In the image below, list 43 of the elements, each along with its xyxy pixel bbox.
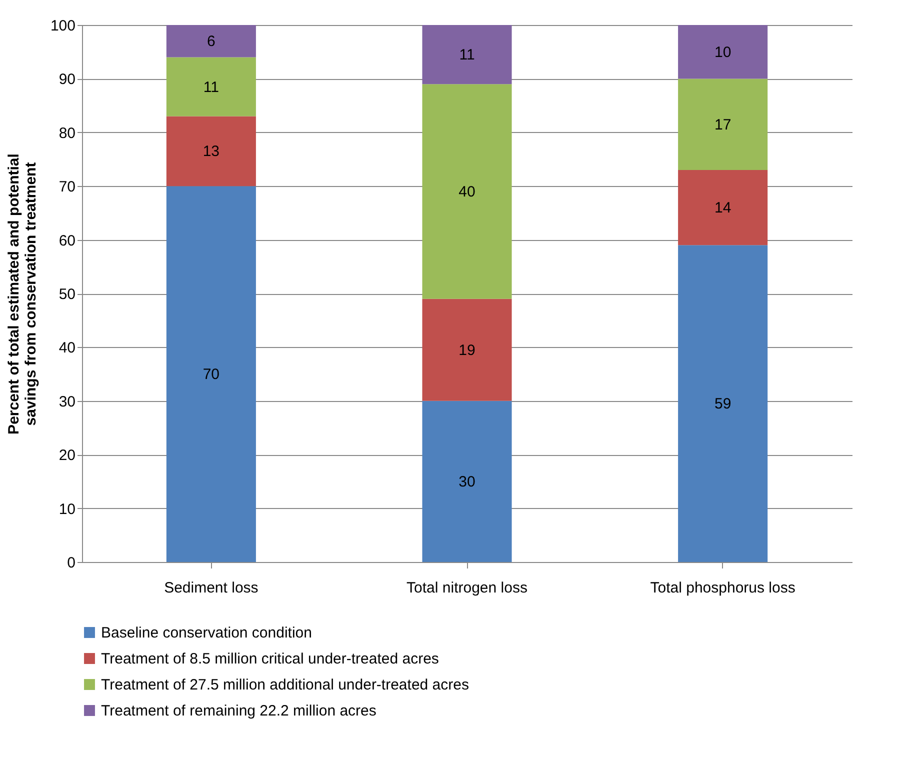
legend-label: Treatment of remaining 22.2 million acres bbox=[101, 702, 376, 720]
data-label: 17 bbox=[714, 116, 732, 134]
y-tick-label: 60 bbox=[58, 232, 76, 250]
y-axis-title: Percent of total estimated and potential savings from conservation treatment bbox=[5, 154, 40, 434]
bar bbox=[422, 84, 512, 299]
data-label: 6 bbox=[207, 33, 216, 50]
data-label: 11 bbox=[459, 46, 475, 64]
y-tick-label: 0 bbox=[67, 554, 76, 572]
y-tick-label: 10 bbox=[58, 500, 76, 518]
y-tick-label: 50 bbox=[58, 286, 76, 303]
y-tick-label: 20 bbox=[58, 447, 76, 464]
data-label: 13 bbox=[202, 143, 220, 160]
bar bbox=[166, 25, 256, 58]
data-label: 70 bbox=[202, 366, 220, 384]
bar bbox=[678, 78, 768, 170]
data-label: 10 bbox=[714, 44, 732, 61]
y-tick-label: 70 bbox=[58, 178, 76, 196]
bar bbox=[422, 25, 512, 84]
x-tick-label: Total nitrogen loss bbox=[406, 580, 528, 596]
x-tick-label: Sediment loss bbox=[164, 580, 258, 596]
bar bbox=[166, 186, 256, 562]
y-tick-label: 100 bbox=[50, 18, 76, 34]
data-label: 40 bbox=[458, 183, 476, 200]
data-label: 19 bbox=[458, 342, 476, 359]
legend-label: Treatment of 27.5 million additional under-treated acres bbox=[101, 676, 469, 694]
x-tick-label: Total phosphorus loss bbox=[650, 580, 796, 596]
bar bbox=[422, 400, 512, 562]
bar bbox=[678, 25, 768, 79]
data-label: 59 bbox=[714, 396, 732, 413]
y-tick-label: 90 bbox=[58, 71, 76, 88]
data-label: 11 bbox=[203, 78, 219, 96]
y-tick-label: 40 bbox=[58, 340, 76, 357]
y-tick-label: 80 bbox=[58, 124, 76, 142]
bar bbox=[678, 170, 768, 246]
y-tick-label: 30 bbox=[58, 393, 76, 410]
data-label: 30 bbox=[458, 473, 476, 490]
data-label: 14 bbox=[714, 200, 732, 217]
bar bbox=[678, 245, 768, 562]
legend-label: Baseline conservation condition bbox=[101, 624, 312, 642]
bar bbox=[422, 298, 512, 401]
bar bbox=[166, 116, 256, 186]
legend-label: Treatment of 8.5 million critical under-treated acres bbox=[101, 650, 439, 668]
bar bbox=[166, 57, 256, 116]
